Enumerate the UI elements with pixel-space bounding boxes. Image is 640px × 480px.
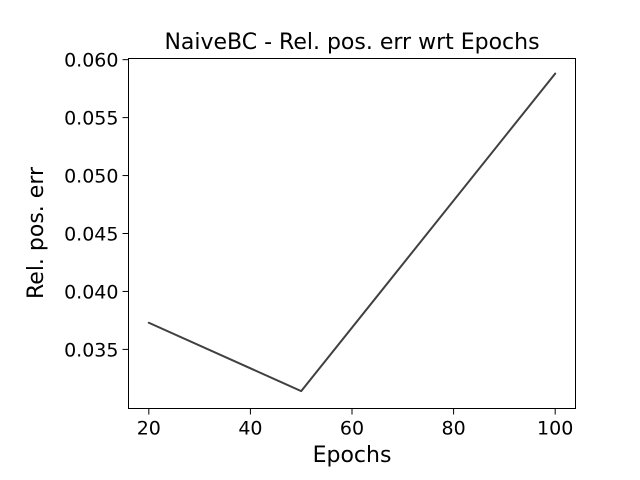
- x-tick-label: 60: [340, 418, 364, 440]
- x-axis-label: Epochs: [313, 443, 392, 468]
- x-tick-label: 80: [441, 418, 465, 440]
- y-axis-label: Rel. pos. err: [24, 166, 49, 299]
- y-tick-label: 0.035: [64, 339, 118, 361]
- x-tick-label: 20: [137, 418, 161, 440]
- series-layer: [147, 72, 557, 393]
- y-tick-label: 0.045: [64, 224, 118, 246]
- y-tick-label: 0.060: [64, 50, 118, 72]
- y-tick-label: 0.055: [64, 108, 118, 130]
- plot-frame: [128, 58, 576, 409]
- x-tick-label: 100: [537, 418, 573, 440]
- x-axis-ticks: 20 40 60 80 100: [137, 408, 573, 440]
- chart-title: NaiveBC - Rel. pos. err wrt Epochs: [164, 30, 539, 55]
- series-line: [147, 72, 557, 393]
- x-tick-label: 40: [238, 418, 262, 440]
- y-tick-label: 0.050: [64, 166, 118, 188]
- y-axis-ticks: 0.035 0.040 0.045 0.050 0.055 0.060: [64, 50, 129, 361]
- y-tick-label: 0.040: [64, 281, 118, 303]
